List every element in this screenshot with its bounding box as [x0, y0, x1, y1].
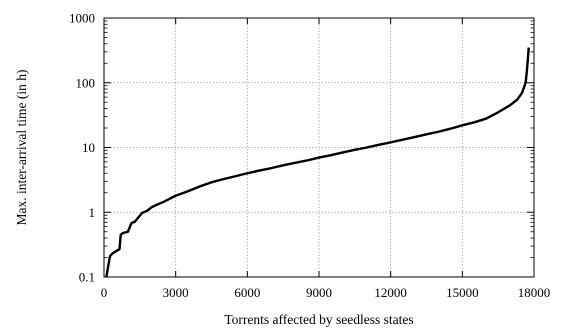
x-axis-label: Torrents affected by seedless states	[224, 312, 413, 327]
y-tick-labels: 0.1 1 10 100 1000	[69, 11, 95, 285]
axis-ticks	[103, 17, 535, 278]
x-tick-label: 15000	[446, 285, 479, 300]
grid	[104, 18, 534, 277]
series-line	[105, 47, 530, 278]
x-tick-label: 0	[101, 285, 108, 300]
y-tick-label: 1000	[69, 11, 95, 26]
x-tick-label: 6000	[234, 285, 260, 300]
x-tick-label: 12000	[374, 285, 407, 300]
x-tick-label: 9000	[306, 285, 332, 300]
y-tick-label: 100	[76, 75, 96, 90]
y-tick-label: 1	[89, 205, 96, 220]
x-tick-label: 3000	[163, 285, 189, 300]
y-axis-label: Max. inter-arrival time (in h)	[14, 69, 29, 225]
y-tick-label: 0.1	[79, 270, 95, 285]
x-tick-label: 18000	[518, 285, 551, 300]
x-tick-labels: 0 3000 6000 9000 12000 15000 18000	[101, 285, 551, 300]
y-tick-label: 10	[82, 140, 95, 155]
